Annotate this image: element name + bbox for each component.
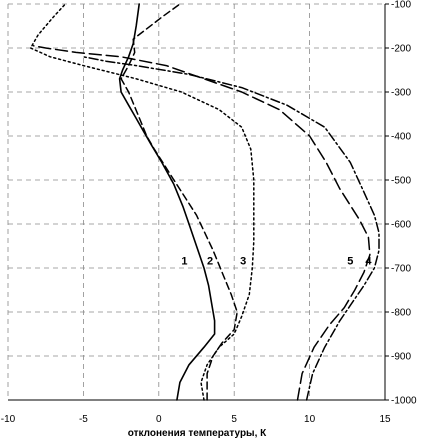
y-tick-label: -400 bbox=[391, 132, 411, 143]
y-tick-label: -800 bbox=[391, 308, 411, 319]
y-tick-label: -700 bbox=[391, 264, 411, 275]
curve-label-4: 4 bbox=[365, 255, 372, 267]
series-line-4 bbox=[82, 56, 380, 401]
y-tick-label: -300 bbox=[391, 88, 411, 99]
y-tick-label: -500 bbox=[391, 176, 411, 187]
curve-label-1: 1 bbox=[181, 255, 187, 267]
y-tick-label: -600 bbox=[391, 220, 411, 231]
x-tick-label: 5 bbox=[231, 414, 237, 425]
x-tick-label: 15 bbox=[379, 414, 391, 425]
series-line-2 bbox=[120, 3, 238, 401]
y-tick-label: -100 bbox=[391, 0, 411, 11]
y-tick-labels: -100 -200 -300 -400 -500 -600 -700 -800 -900 -100… bbox=[385, 0, 417, 407]
x-tick-label: 0 bbox=[156, 414, 162, 425]
y-tick-label: -200 bbox=[391, 44, 411, 55]
curve-label-5: 5 bbox=[347, 255, 353, 267]
x-tick-label: -10 bbox=[1, 414, 16, 425]
series-line-1 bbox=[118, 3, 216, 401]
curve-label-3: 3 bbox=[240, 255, 246, 267]
series-line-5 bbox=[32, 45, 371, 401]
y-tick-label: -900 bbox=[391, 352, 411, 363]
data-curves bbox=[29, 3, 380, 401]
curve-label-2: 2 bbox=[207, 255, 213, 267]
axes bbox=[8, 4, 386, 401]
x-tick-label: 10 bbox=[304, 414, 316, 425]
series-line-3 bbox=[29, 3, 255, 401]
x-tick-labels: -10 -5 0 5 10 15 bbox=[1, 414, 391, 425]
x-tick-label: -5 bbox=[79, 414, 88, 425]
x-axis-title: отклонения температуры, К bbox=[128, 428, 267, 439]
y-tick-label: -1000 bbox=[391, 396, 417, 407]
